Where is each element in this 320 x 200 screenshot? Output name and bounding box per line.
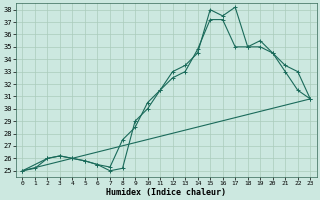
- X-axis label: Humidex (Indice chaleur): Humidex (Indice chaleur): [106, 188, 226, 197]
